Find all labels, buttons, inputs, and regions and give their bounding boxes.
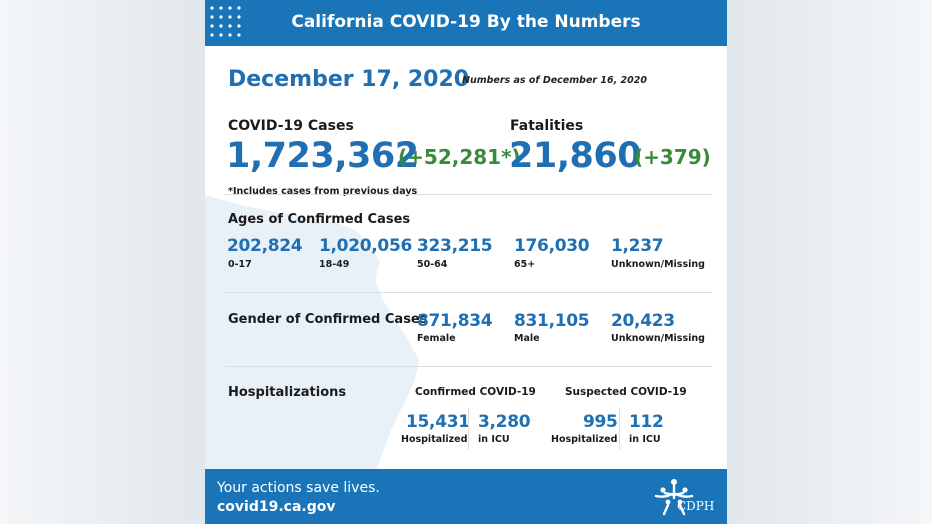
suspected-icu-value: 112 <box>629 412 664 432</box>
confirmed-title: Confirmed COVID-19 <box>415 386 536 398</box>
gender-label: Unknown/Missing <box>611 333 705 344</box>
divider <box>468 408 469 450</box>
divider <box>225 366 712 367</box>
age-value: 202,824 <box>227 236 303 256</box>
cdph-logo-text: CDPH <box>677 499 715 513</box>
age-label: 50-64 <box>417 259 448 270</box>
age-label: 0-17 <box>228 259 252 270</box>
hospitalizations-title: Hospitalizations <box>228 385 347 400</box>
confirmed-icu-value: 3,280 <box>478 412 531 432</box>
header-bar: California COVID-19 By the Numbers <box>205 0 727 46</box>
fatalities-label: Fatalities <box>510 118 584 134</box>
divider <box>619 408 620 450</box>
cases-footnote: *Includes cases from previous days <box>228 186 418 197</box>
gender-label: Female <box>417 333 456 344</box>
age-value: 176,030 <box>514 236 590 256</box>
age-value: 1,020,056 <box>319 236 413 256</box>
footer-tagline: Your actions save lives. <box>217 480 380 496</box>
gender-value: 831,105 <box>514 311 590 331</box>
ages-title: Ages of Confirmed Cases <box>228 212 411 227</box>
cdph-people-logo-icon <box>654 479 694 516</box>
as-of-date: Numbers as of December 16, 2020 <box>462 75 647 86</box>
suspected-hospitalized-label: Hospitalized <box>551 434 618 445</box>
suspected-title: Suspected COVID-19 <box>565 386 687 398</box>
divider <box>225 292 712 293</box>
age-label: 18-49 <box>319 259 350 270</box>
confirmed-icu-label: in ICU <box>478 434 510 445</box>
suspected-icu-label: in ICU <box>629 434 661 445</box>
gender-label: Male <box>514 333 540 344</box>
gender-value: 871,834 <box>417 311 493 331</box>
report-date: December 17, 2020 <box>228 67 470 92</box>
divider <box>225 194 712 195</box>
gender-value: 20,423 <box>611 311 675 331</box>
cases-label: COVID-19 Cases <box>228 118 354 134</box>
california-map-shape <box>205 195 419 469</box>
age-label: Unknown/Missing <box>611 259 705 270</box>
background-left <box>0 0 205 524</box>
background-right <box>727 0 932 524</box>
confirmed-hospitalized-label: Hospitalized <box>401 434 468 445</box>
confirmed-hospitalized-value: 15,431 <box>406 412 470 432</box>
footer-website-link[interactable]: covid19.ca.gov <box>217 499 336 515</box>
page-title: California COVID-19 By the Numbers <box>291 12 641 32</box>
cases-change: (+52,281*) <box>398 145 521 169</box>
age-value: 1,237 <box>611 236 664 256</box>
suspected-hospitalized-value: 995 <box>583 412 618 432</box>
age-value: 323,215 <box>417 236 493 256</box>
gender-title: Gender of Confirmed Cases <box>228 312 428 327</box>
footer-bar: Your actions save lives. covid19.ca.gov … <box>205 469 727 524</box>
infographic-card: California COVID-19 By the Numbers Decem… <box>205 0 727 524</box>
dots-grid-icon <box>210 6 241 37</box>
fatalities-value: 21,860 <box>509 136 642 176</box>
fatalities-change: (+379) <box>634 145 711 169</box>
age-label: 65+ <box>514 259 536 270</box>
cases-value: 1,723,362 <box>226 136 419 176</box>
